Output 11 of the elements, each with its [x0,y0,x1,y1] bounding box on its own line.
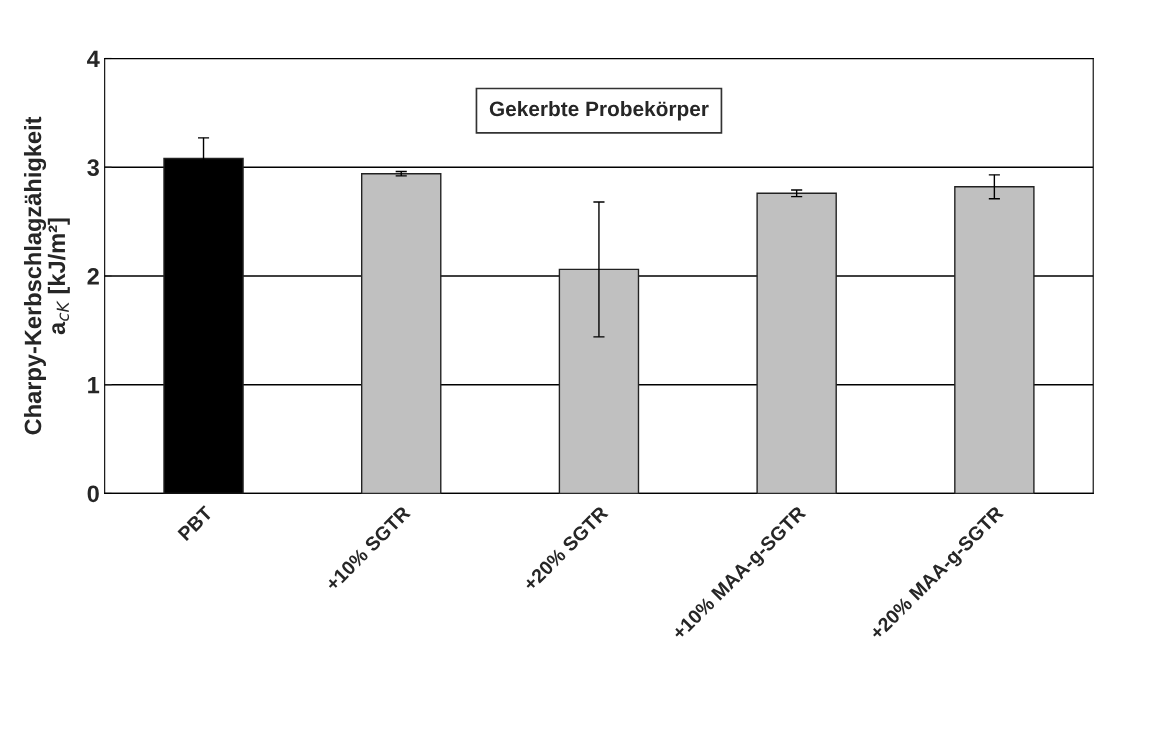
bar [558,268,640,494]
y-tick-label: 1 [88,377,100,394]
y-axis-title: Charpy-Kerbschlagzähigkeit a$_{cK}$ [kJ/m²] [23,116,70,435]
y-tick-label: 4 [87,50,100,68]
y-tick-label: 0 [87,485,99,503]
bar [756,192,837,494]
bar [360,173,442,494]
bar [954,186,1035,494]
y-tick-label: 2 [87,268,99,285]
annotation: Gekerbte Probekörper [489,100,709,121]
y-tick-label: 3 [87,159,99,177]
